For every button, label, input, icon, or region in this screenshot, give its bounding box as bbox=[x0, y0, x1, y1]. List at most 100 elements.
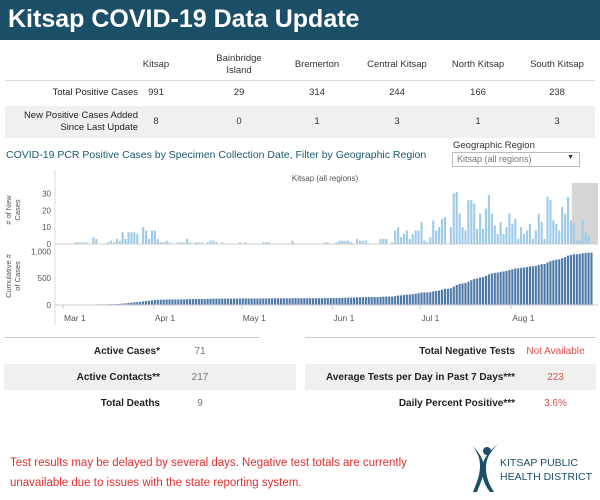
cumulative-bar bbox=[294, 298, 297, 305]
new-cases-bar bbox=[505, 227, 508, 244]
new-cases-bar bbox=[356, 238, 359, 244]
cumulative-bar bbox=[221, 298, 224, 305]
new-cases-bar bbox=[543, 238, 546, 244]
cumulative-bar bbox=[467, 281, 470, 305]
stat-label: Daily Percent Positive*** bbox=[398, 397, 515, 409]
cumulative-bar bbox=[256, 298, 259, 305]
cumulative-bar bbox=[218, 298, 221, 305]
new-cases-bar bbox=[153, 230, 156, 244]
new-cases-bar bbox=[335, 242, 338, 244]
cumulative-bar bbox=[479, 277, 482, 305]
new-cases-bar bbox=[145, 230, 148, 244]
cumulative-bar bbox=[590, 252, 593, 305]
new-cases-bar bbox=[80, 242, 83, 244]
cumulative-bar bbox=[314, 298, 318, 305]
cumulative-bar bbox=[476, 278, 479, 305]
y-tick-label: 20 bbox=[42, 206, 51, 215]
stat-label: Total Negative Tests bbox=[419, 345, 515, 357]
footer-line: Test results may be delayed by several d… bbox=[10, 457, 407, 469]
cumulative-bar bbox=[209, 298, 212, 305]
cumulative-bar bbox=[455, 284, 458, 305]
new-cases-bar bbox=[487, 195, 490, 244]
x-tick-label: Jul 1 bbox=[421, 313, 439, 323]
cumulative-bar bbox=[423, 292, 426, 305]
cumulative-bar bbox=[165, 299, 168, 305]
cumulative-bar bbox=[350, 297, 353, 305]
new-cases-bar bbox=[156, 238, 159, 244]
new-cases-bar bbox=[341, 240, 344, 244]
cumulative-bar bbox=[520, 267, 523, 305]
new-cases-bar bbox=[581, 220, 584, 244]
cumulative-bar bbox=[487, 274, 490, 305]
page-title: Kitsap COVID-19 Data Update bbox=[0, 0, 600, 40]
cumulative-bar bbox=[344, 297, 347, 305]
cumulative-bar bbox=[136, 301, 139, 305]
cumulative-bar bbox=[303, 298, 306, 305]
new-cases-bar bbox=[461, 227, 464, 244]
stat-value: 3.6% bbox=[544, 397, 567, 409]
cumulative-bar bbox=[162, 299, 165, 305]
new-cases-bar bbox=[399, 237, 403, 244]
new-cases-bar bbox=[291, 240, 294, 244]
new-cases-bar bbox=[511, 223, 514, 244]
new-cases-bar bbox=[479, 213, 482, 244]
stat-value: 71 bbox=[194, 345, 206, 357]
cumulative-bar bbox=[356, 297, 359, 305]
cumulative-bar bbox=[566, 255, 570, 305]
cumulative-bar bbox=[581, 253, 584, 305]
cumulative-bar bbox=[414, 293, 417, 305]
cumulative-bar bbox=[230, 298, 233, 305]
column-header: Central Kitsap bbox=[367, 59, 427, 70]
new-cases-bar bbox=[499, 222, 502, 244]
cumulative-bar bbox=[271, 298, 274, 305]
y-tick-label: 0 bbox=[47, 301, 52, 310]
new-cases-bar bbox=[106, 242, 110, 244]
cumulative-bar bbox=[458, 284, 461, 305]
y-tick-label: 30 bbox=[42, 189, 51, 198]
cumulative-bar bbox=[373, 297, 376, 305]
region-dropdown[interactable]: Kitsap (all regions) ▼ bbox=[452, 152, 580, 167]
new-cases-bar bbox=[350, 242, 353, 244]
cell: 3 bbox=[554, 116, 560, 127]
cumulative-bar bbox=[124, 303, 127, 305]
divider bbox=[305, 337, 596, 338]
cell: 166 bbox=[470, 86, 486, 98]
cumulative-bar bbox=[186, 299, 189, 305]
cumulative-bar bbox=[332, 298, 335, 305]
cell: 0 bbox=[236, 116, 242, 127]
cumulative-bar bbox=[191, 299, 195, 305]
new-cases-bar bbox=[525, 230, 529, 244]
new-cases-bar bbox=[411, 233, 414, 244]
cumulative-bar bbox=[347, 297, 350, 305]
x-tick-label: Jun 1 bbox=[334, 313, 355, 323]
cumulative-bar bbox=[203, 298, 206, 305]
cumulative-bar bbox=[370, 297, 373, 305]
new-cases-bar bbox=[420, 222, 423, 244]
new-cases-bar bbox=[481, 228, 485, 244]
x-tick-label: Mar 1 bbox=[64, 313, 86, 323]
logo-line: KITSAP PUBLIC bbox=[500, 457, 579, 469]
new-cases-bar bbox=[417, 230, 420, 244]
cumulative-bar bbox=[115, 303, 118, 305]
cumulative-bar bbox=[440, 289, 444, 305]
cumulative-bar bbox=[259, 298, 262, 305]
row-label: New Positive Cases Added Since Last Upda… bbox=[23, 110, 138, 133]
new-cases-bar bbox=[405, 230, 408, 244]
new-cases-bar bbox=[540, 222, 543, 244]
cumulative-bar bbox=[262, 298, 265, 305]
cell: 29 bbox=[233, 86, 245, 98]
stat-row: Active Contacts** 217 bbox=[4, 364, 296, 390]
panel-title: Kitsap (all regions) bbox=[292, 174, 359, 183]
cumulative-bar bbox=[523, 267, 526, 305]
new-cases-bar bbox=[452, 193, 455, 244]
new-cases-bar bbox=[467, 200, 470, 244]
new-cases-bar bbox=[528, 223, 531, 244]
new-cases-bar bbox=[133, 232, 136, 244]
cumulative-bar bbox=[268, 298, 271, 305]
new-cases-bar bbox=[268, 242, 271, 244]
filter-label: Geographic Region bbox=[453, 140, 535, 151]
cumulative-bar bbox=[139, 301, 142, 305]
new-cases-bar bbox=[575, 240, 578, 244]
cumulative-bar bbox=[312, 298, 315, 305]
new-cases-bar bbox=[549, 200, 552, 244]
